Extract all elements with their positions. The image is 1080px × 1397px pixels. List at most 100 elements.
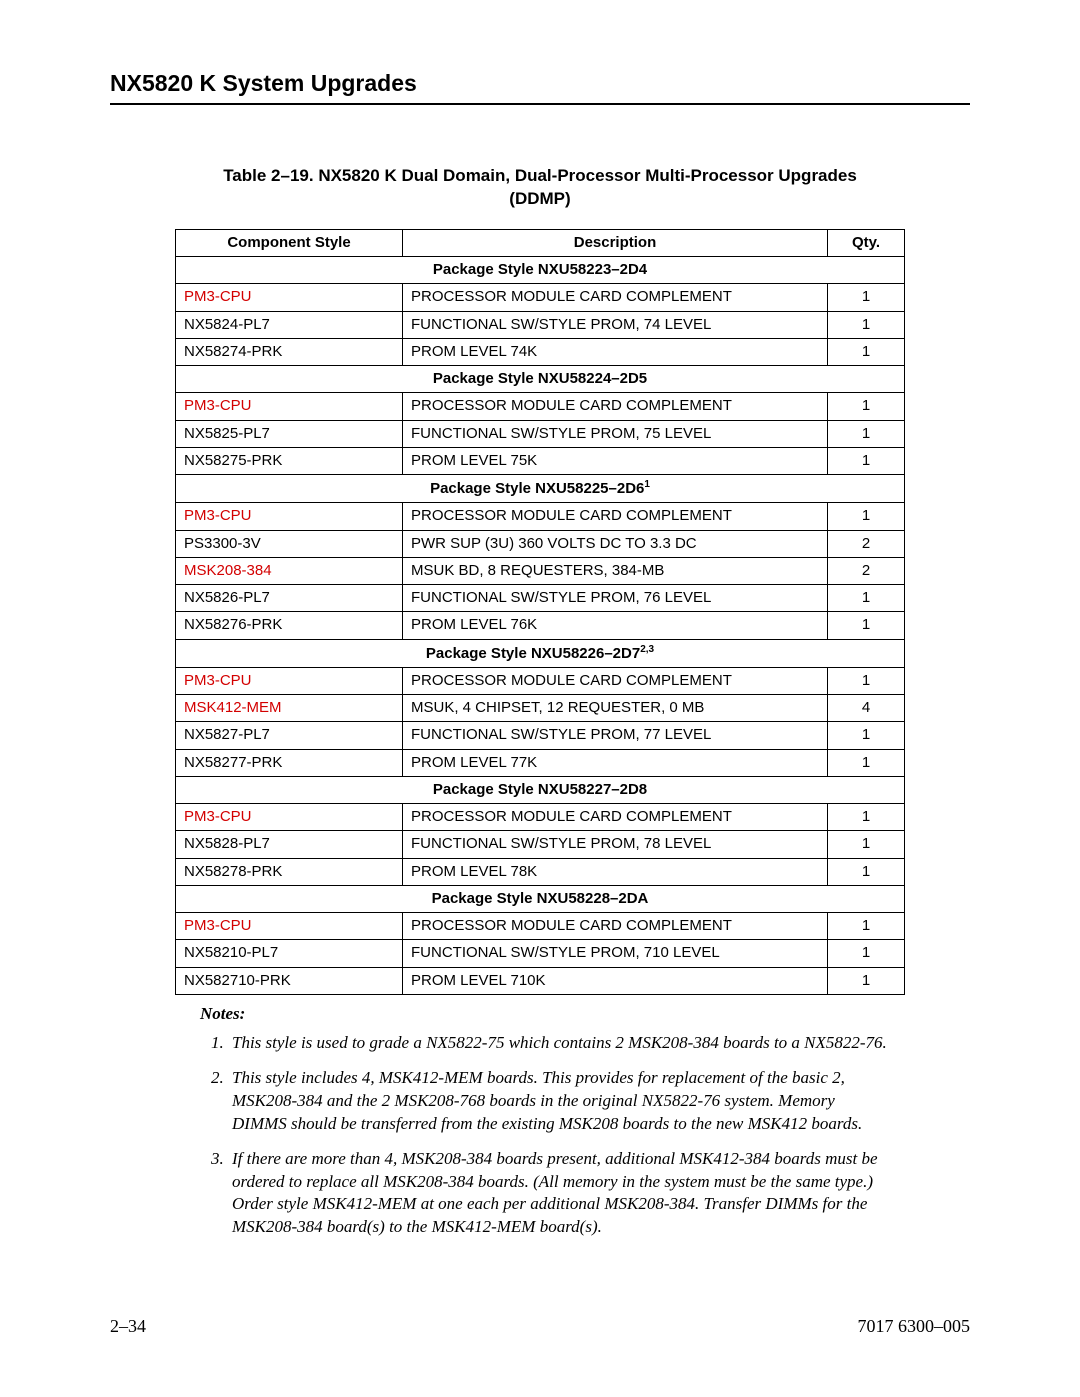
component-style-cell: PM3-CPU <box>176 503 403 530</box>
description-cell: PROCESSOR MODULE CARD COMPLEMENT <box>403 913 828 940</box>
description-cell: MSUK, 4 CHIPSET, 12 REQUESTER, 0 MB <box>403 695 828 722</box>
component-style-cell: NX5827-PL7 <box>176 722 403 749</box>
table-row: MSK208-384MSUK BD, 8 REQUESTERS, 384-MB2 <box>176 557 905 584</box>
description-cell: PROM LEVEL 77K <box>403 749 828 776</box>
package-header-cell: Package Style NXU58227–2D8 <box>176 776 905 803</box>
table-row: PM3-CPUPROCESSOR MODULE CARD COMPLEMENT1 <box>176 667 905 694</box>
component-style-cell: NX58210-PL7 <box>176 940 403 967</box>
qty-cell: 1 <box>828 503 905 530</box>
qty-cell: 1 <box>828 804 905 831</box>
table-row: NX58275-PRKPROM LEVEL 75K1 <box>176 447 905 474</box>
package-header-cell: Package Style NXU58225–2D61 <box>176 475 905 503</box>
upgrades-table: Component Style Description Qty. Package… <box>175 229 905 995</box>
package-header-row: Package Style NXU58225–2D61 <box>176 475 905 503</box>
table-title-line2: (DDMP) <box>509 189 570 208</box>
package-header-row: Package Style NXU58228–2DA <box>176 885 905 912</box>
component-style-cell: PM3-CPU <box>176 393 403 420</box>
description-cell: PROM LEVEL 78K <box>403 858 828 885</box>
description-cell: PROM LEVEL 710K <box>403 967 828 994</box>
notes-label: Notes: <box>200 1003 890 1026</box>
component-style-cell: NX58274-PRK <box>176 338 403 365</box>
component-style-cell: PM3-CPU <box>176 804 403 831</box>
table-row: PM3-CPUPROCESSOR MODULE CARD COMPLEMENT1 <box>176 913 905 940</box>
component-style-cell: NX58277-PRK <box>176 749 403 776</box>
table-header-row: Component Style Description Qty. <box>176 229 905 256</box>
package-header-sup: 1 <box>644 479 650 490</box>
qty-cell: 1 <box>828 284 905 311</box>
qty-cell: 1 <box>828 831 905 858</box>
table-row: NX58276-PRKPROM LEVEL 76K1 <box>176 612 905 639</box>
component-style-cell: PM3-CPU <box>176 913 403 940</box>
col-description: Description <box>403 229 828 256</box>
description-cell: FUNCTIONAL SW/STYLE PROM, 76 LEVEL <box>403 585 828 612</box>
component-style-cell: NX5826-PL7 <box>176 585 403 612</box>
description-cell: PROM LEVEL 76K <box>403 612 828 639</box>
note-item: If there are more than 4, MSK208-384 boa… <box>228 1148 890 1240</box>
table-row: PM3-CPUPROCESSOR MODULE CARD COMPLEMENT1 <box>176 804 905 831</box>
component-style-cell: PM3-CPU <box>176 284 403 311</box>
table-row: NX5825-PL7FUNCTIONAL SW/STYLE PROM, 75 L… <box>176 420 905 447</box>
page-footer: 2–34 7017 6300–005 <box>110 1316 970 1337</box>
notes-section: Notes: This style is used to grade a NX5… <box>190 1003 890 1239</box>
document-page: NX5820 K System Upgrades Table 2–19. NX5… <box>0 0 1080 1397</box>
description-cell: FUNCTIONAL SW/STYLE PROM, 77 LEVEL <box>403 722 828 749</box>
description-cell: PROCESSOR MODULE CARD COMPLEMENT <box>403 804 828 831</box>
description-cell: PROCESSOR MODULE CARD COMPLEMENT <box>403 393 828 420</box>
table-row: NX5826-PL7FUNCTIONAL SW/STYLE PROM, 76 L… <box>176 585 905 612</box>
component-style-cell: PM3-CPU <box>176 667 403 694</box>
description-cell: FUNCTIONAL SW/STYLE PROM, 75 LEVEL <box>403 420 828 447</box>
description-cell: PROCESSOR MODULE CARD COMPLEMENT <box>403 284 828 311</box>
col-component-style: Component Style <box>176 229 403 256</box>
page-title: NX5820 K System Upgrades <box>110 70 970 105</box>
table-row: MSK412-MEMMSUK, 4 CHIPSET, 12 REQUESTER,… <box>176 695 905 722</box>
component-style-cell: NX5825-PL7 <box>176 420 403 447</box>
description-cell: FUNCTIONAL SW/STYLE PROM, 710 LEVEL <box>403 940 828 967</box>
table-row: NX582710-PRKPROM LEVEL 710K1 <box>176 967 905 994</box>
description-cell: PROM LEVEL 74K <box>403 338 828 365</box>
table-title-line1: Table 2–19. NX5820 K Dual Domain, Dual-P… <box>223 166 857 185</box>
component-style-cell: NX5824-PL7 <box>176 311 403 338</box>
description-cell: MSUK BD, 8 REQUESTERS, 384-MB <box>403 557 828 584</box>
component-style-cell: NX58276-PRK <box>176 612 403 639</box>
table-row: PS3300-3VPWR SUP (3U) 360 VOLTS DC TO 3.… <box>176 530 905 557</box>
package-header-row: Package Style NXU58226–2D72,3 <box>176 639 905 667</box>
package-header-cell: Package Style NXU58223–2D4 <box>176 257 905 284</box>
qty-cell: 1 <box>828 722 905 749</box>
qty-cell: 4 <box>828 695 905 722</box>
qty-cell: 2 <box>828 557 905 584</box>
qty-cell: 1 <box>828 585 905 612</box>
qty-cell: 1 <box>828 393 905 420</box>
package-header-cell: Package Style NXU58224–2D5 <box>176 366 905 393</box>
package-header-sup: 2,3 <box>640 644 654 655</box>
qty-cell: 1 <box>828 447 905 474</box>
package-header-row: Package Style NXU58224–2D5 <box>176 366 905 393</box>
table-row: PM3-CPUPROCESSOR MODULE CARD COMPLEMENT1 <box>176 284 905 311</box>
qty-cell: 1 <box>828 420 905 447</box>
qty-cell: 1 <box>828 940 905 967</box>
qty-cell: 2 <box>828 530 905 557</box>
component-style-cell: NX58278-PRK <box>176 858 403 885</box>
notes-list: This style is used to grade a NX5822-75 … <box>200 1032 890 1240</box>
component-style-cell: MSK208-384 <box>176 557 403 584</box>
description-cell: PROCESSOR MODULE CARD COMPLEMENT <box>403 667 828 694</box>
col-qty: Qty. <box>828 229 905 256</box>
component-style-cell: NX5828-PL7 <box>176 831 403 858</box>
table-row: NX58277-PRKPROM LEVEL 77K1 <box>176 749 905 776</box>
description-cell: PROM LEVEL 75K <box>403 447 828 474</box>
description-cell: FUNCTIONAL SW/STYLE PROM, 74 LEVEL <box>403 311 828 338</box>
note-item: This style is used to grade a NX5822-75 … <box>228 1032 890 1055</box>
package-header-cell: Package Style NXU58228–2DA <box>176 885 905 912</box>
qty-cell: 1 <box>828 858 905 885</box>
component-style-cell: NX58275-PRK <box>176 447 403 474</box>
qty-cell: 1 <box>828 338 905 365</box>
table-row: PM3-CPUPROCESSOR MODULE CARD COMPLEMENT1 <box>176 503 905 530</box>
component-style-cell: PS3300-3V <box>176 530 403 557</box>
component-style-cell: MSK412-MEM <box>176 695 403 722</box>
qty-cell: 1 <box>828 311 905 338</box>
table-row: NX58278-PRKPROM LEVEL 78K1 <box>176 858 905 885</box>
description-cell: PWR SUP (3U) 360 VOLTS DC TO 3.3 DC <box>403 530 828 557</box>
qty-cell: 1 <box>828 667 905 694</box>
component-style-cell: NX582710-PRK <box>176 967 403 994</box>
table-row: NX58210-PL7FUNCTIONAL SW/STYLE PROM, 710… <box>176 940 905 967</box>
table-row: NX5824-PL7FUNCTIONAL SW/STYLE PROM, 74 L… <box>176 311 905 338</box>
